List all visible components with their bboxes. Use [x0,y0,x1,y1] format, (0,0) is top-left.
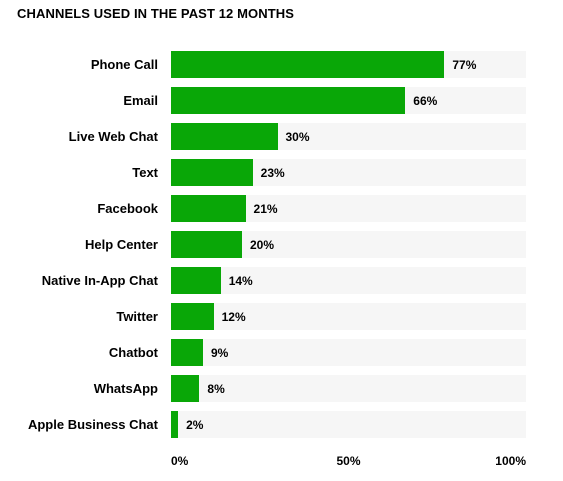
x-tick-label: 100% [495,454,526,468]
bar [171,267,221,294]
x-tick-label: 50% [336,454,361,468]
bar [171,159,253,186]
bar-track [171,123,526,150]
bar-track [171,87,526,114]
bar [171,51,445,78]
bar-row: Phone Call 77% [0,51,563,78]
category-label: Apple Business Chat [27,417,158,432]
category-label: Facebook [97,201,158,216]
data-label: 9% [210,346,229,360]
bar [171,123,278,150]
data-label: 8% [207,382,225,396]
bar-track [171,411,526,438]
data-label: 23% [260,166,285,180]
bar-row: WhatsApp 8% [0,375,563,402]
bar [171,303,214,330]
data-label: 12% [221,310,246,324]
data-label: 30% [285,130,310,144]
bar-row: Text 23% [0,159,563,186]
bar-track [171,195,526,222]
bar-row: Facebook 21% [0,195,563,222]
data-label: 77% [452,58,477,72]
category-label: WhatsApp [93,381,158,396]
category-label: Email [123,93,158,108]
category-label: Help Center [85,237,158,252]
bar [171,195,246,222]
bar-row: Native In-App Chat 14% [0,267,563,294]
category-label: Native In-App Chat [41,273,158,288]
bar-row: Live Web Chat 30% [0,123,563,150]
bar [171,375,200,402]
bar-track [171,51,526,78]
chart-title: CHANNELS USED IN THE PAST 12 MONTHS [17,6,295,21]
bar-row: Email 66% [0,87,563,114]
bar-row: Help Center 20% [0,231,563,258]
data-label: 2% [186,418,204,432]
bar-row: Apple Business Chat 2% [0,411,563,438]
data-label: 20% [250,238,275,252]
bar-track [171,303,526,330]
bar-row: Twitter 12% [0,303,563,330]
bar [171,231,242,258]
category-label: Live Web Chat [68,129,158,144]
bar [171,411,179,438]
category-label: Phone Call [90,57,158,72]
x-tick-label: 0% [171,454,189,468]
bar-track [171,339,526,366]
data-label: 21% [253,202,278,216]
bar-track [171,375,526,402]
bar-track [171,159,526,186]
data-label: 66% [413,94,438,108]
bar [171,87,406,114]
bar-row: Chatbot 9% [0,339,563,366]
category-label: Twitter [116,309,158,324]
bar-track [171,231,526,258]
category-label: Text [132,165,158,180]
bar-track [171,267,526,294]
category-label: Chatbot [108,345,158,360]
bar [171,339,203,366]
data-label: 14% [228,274,253,288]
